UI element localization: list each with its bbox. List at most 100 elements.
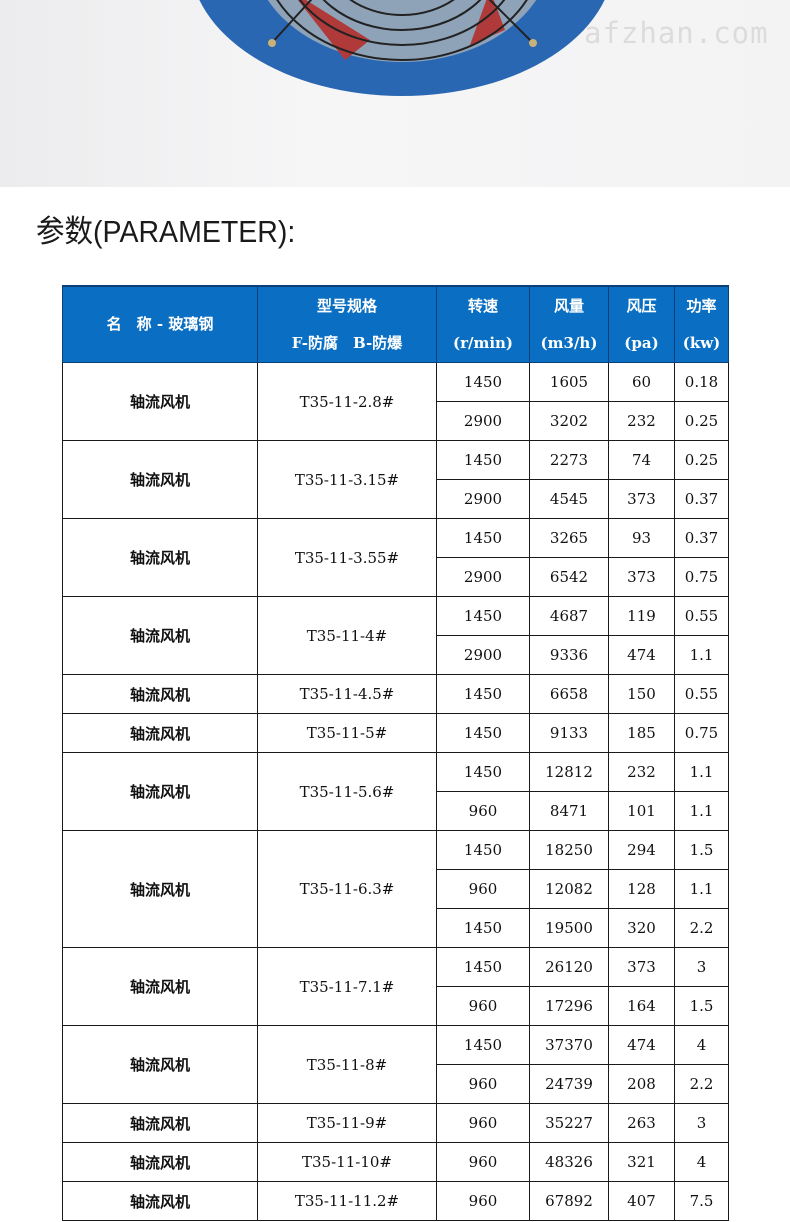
speed-cell: 1450: [436, 947, 530, 987]
name-cell: 轴流风机: [62, 1103, 258, 1143]
table-row: 轴流风机 T35-11-10# 960 48326 321 4: [62, 1142, 729, 1182]
speed-cell: 2900: [436, 635, 530, 675]
speed-cell: 960: [436, 986, 530, 1026]
header-airflow: 风量 (m3/h): [529, 285, 609, 363]
speed-cell: 2900: [436, 557, 530, 597]
power-cell: 3: [674, 947, 729, 987]
power-cell: 1.1: [674, 791, 729, 831]
header-pressure-line: 风压: [626, 296, 657, 315]
speed-cell: 1450: [436, 674, 530, 714]
pressure-cell: 373: [608, 479, 675, 519]
pressure-cell: 321: [608, 1142, 675, 1182]
airflow-cell: 26120: [529, 947, 609, 987]
model-cell: T35-11-11.2#: [257, 1181, 437, 1221]
name-cell: 轴流风机: [62, 440, 258, 519]
table-row: 960 24739 208 2.2: [63, 1064, 729, 1104]
airflow-cell: 9336: [529, 635, 609, 675]
header-model: 型号规格 F-防腐 B-防爆: [257, 285, 437, 363]
name-cell: 轴流风机: [62, 596, 258, 675]
header-pressure-line: (pa): [624, 333, 659, 352]
airflow-cell: 18250: [529, 830, 609, 870]
pressure-cell: 320: [608, 908, 675, 948]
speed-cell: 960: [436, 791, 530, 831]
header-airflow-line: 风量: [553, 296, 584, 315]
speed-cell: 1450: [436, 713, 530, 753]
speed-cell: 2900: [436, 479, 530, 519]
name-cell: 轴流风机: [62, 947, 258, 1026]
power-cell: 1.1: [674, 635, 729, 675]
pressure-cell: 101: [608, 791, 675, 831]
speed-cell: 1450: [436, 440, 530, 480]
airflow-cell: 4545: [529, 479, 609, 519]
speed-cell: 960: [436, 1103, 530, 1143]
airflow-cell: 48326: [529, 1142, 609, 1182]
parameter-table: 名 称 - 玻璃钢 型号规格 F-防腐 B-防爆 转速 (r/min) 风量 (m3/h) 风…: [62, 285, 729, 1221]
model-cell: T35-11-2.8#: [257, 362, 437, 441]
power-cell: 1.1: [674, 752, 729, 792]
pressure-cell: 74: [608, 440, 675, 480]
power-cell: 0.25: [674, 401, 729, 441]
header-name-line: 名 称 - 玻璃钢: [106, 315, 214, 333]
model-cell: T35-11-4#: [257, 596, 437, 675]
name-cell: 轴流风机: [62, 518, 258, 597]
table-row: 2900 6542 373 0.75: [63, 557, 729, 597]
header-model-line: F-防腐 B-防爆: [291, 333, 403, 352]
power-cell: 7.5: [674, 1181, 729, 1221]
table-row: 2900 4545 373 0.37: [63, 479, 729, 519]
speed-cell: 1450: [436, 752, 530, 792]
airflow-cell: 12082: [529, 869, 609, 909]
power-cell: 0.55: [674, 674, 729, 714]
table-row: 轴流风机 T35-11-3.15# 1450 2273 74 0.25: [62, 440, 729, 519]
table-row: 轴流风机 T35-11-7.1# 1450 26120 373 3: [62, 947, 729, 1026]
product-photo: afzhan.com: [0, 0, 790, 187]
section-title: 参数(PARAMETER):: [36, 214, 296, 249]
pressure-cell: 119: [608, 596, 675, 636]
airflow-cell: 3202: [529, 401, 609, 441]
pressure-cell: 263: [608, 1103, 675, 1143]
airflow-cell: 37370: [529, 1025, 609, 1065]
power-cell: 4: [674, 1025, 729, 1065]
pressure-cell: 373: [608, 947, 675, 987]
power-cell: 0.75: [674, 713, 729, 753]
name-cell: 轴流风机: [62, 362, 258, 441]
model-cell: T35-11-10#: [257, 1142, 437, 1182]
table-row: 轴流风机 T35-11-3.55# 1450 3265 93 0.37: [62, 518, 729, 597]
pressure-cell: 474: [608, 1025, 675, 1065]
airflow-cell: 6658: [529, 674, 609, 714]
table-header-row: 名 称 - 玻璃钢 型号规格 F-防腐 B-防爆 转速 (r/min) 风量 (m3/h) 风…: [62, 285, 729, 363]
pressure-cell: 185: [608, 713, 675, 753]
table-row: 轴流风机 T35-11-8# 1450 37370 474 4: [62, 1025, 729, 1104]
airflow-cell: 2273: [529, 440, 609, 480]
table-row: 1450 19500 320 2.2: [63, 908, 729, 948]
watermark: afzhan.com: [584, 16, 769, 50]
header-airflow-line: (m3/h): [540, 333, 598, 352]
pressure-cell: 93: [608, 518, 675, 558]
name-cell: 轴流风机: [62, 752, 258, 831]
name-cell: 轴流风机: [62, 713, 258, 753]
model-cell: T35-11-3.15#: [257, 440, 437, 519]
pressure-cell: 373: [608, 557, 675, 597]
airflow-cell: 12812: [529, 752, 609, 792]
pressure-cell: 150: [608, 674, 675, 714]
airflow-cell: 8471: [529, 791, 609, 831]
pressure-cell: 208: [608, 1064, 675, 1104]
airflow-cell: 17296: [529, 986, 609, 1026]
power-cell: 2.2: [674, 1064, 729, 1104]
axial-fan-image: [199, 0, 605, 96]
model-cell: T35-11-8#: [257, 1025, 437, 1104]
header-name: 名 称 - 玻璃钢: [62, 285, 258, 363]
pressure-cell: 407: [608, 1181, 675, 1221]
airflow-cell: 24739: [529, 1064, 609, 1104]
power-cell: 2.2: [674, 908, 729, 948]
pressure-cell: 164: [608, 986, 675, 1026]
speed-cell: 960: [436, 1181, 530, 1221]
table-row: 轴流风机 T35-11-5# 1450 9133 185 0.75: [62, 713, 729, 753]
power-cell: 0.37: [674, 479, 729, 519]
model-cell: T35-11-3.55#: [257, 518, 437, 597]
power-cell: 0.55: [674, 596, 729, 636]
header-pressure: 风压 (pa): [608, 285, 675, 363]
table-row: 960 8471 101 1.1: [63, 791, 729, 831]
speed-cell: 1450: [436, 908, 530, 948]
pressure-cell: 474: [608, 635, 675, 675]
model-cell: T35-11-9#: [257, 1103, 437, 1143]
